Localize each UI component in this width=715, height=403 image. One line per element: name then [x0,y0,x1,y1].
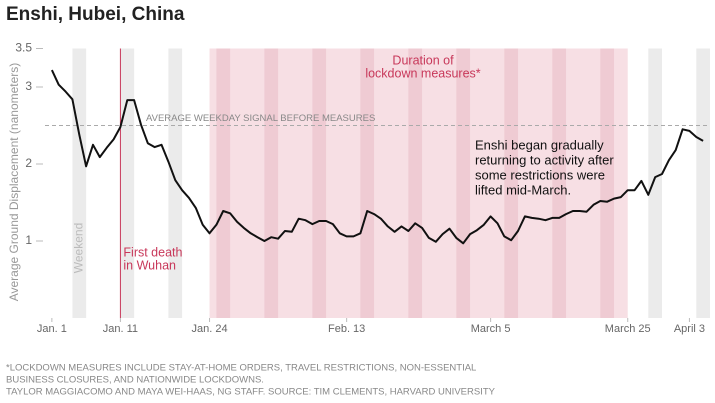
y-tick-label: 1 [25,233,32,247]
lockdown-label: Duration of [392,53,454,67]
weekend-label: Weekend [71,223,85,273]
footnote: TAYLOR MAGGIACOMO AND MAYA WEI-HAAS, NG … [6,387,496,398]
footnote: BUSINESS CLOSURES, AND NATIONWIDE LOCKDO… [6,375,264,386]
weekend-band [264,48,279,318]
weekend-band [504,48,519,318]
annotation: lifted mid-March. [475,182,571,197]
weekend-band [72,48,87,318]
weekend-band [168,48,183,318]
footnote: *LOCKDOWN MEASURES INCLUDE STAY-AT-HOME … [6,363,476,374]
x-tick-label: Jan. 11 [103,323,138,335]
weekend-band [648,48,663,318]
x-tick-label: Jan. 1 [37,323,67,335]
weekend-band [456,48,471,318]
y-tick-label: 3.5 [15,41,32,55]
weekend-band [120,48,135,318]
weekend-band [360,48,375,318]
weekend-band [312,48,327,318]
annotation: Enshi began gradually [475,137,604,152]
event-label: in Wuhan [123,258,176,272]
y-tick-label: 2 [25,156,32,170]
weekend-band [408,48,423,318]
x-tick-label: March 5 [471,323,511,335]
annotation: returning to activity after [475,152,614,167]
weekend-band [600,48,615,318]
y-tick-label: 3 [25,79,32,93]
chart-title: Enshi, Hubei, China [6,4,185,25]
x-tick-label: April 3 [674,323,705,335]
weekend-band [552,48,567,318]
annotation: some restrictions were [475,167,605,182]
x-tick-label: Jan. 24 [191,323,227,335]
lockdown-label: lockdown measures* [365,66,480,80]
event-label: First death [123,245,182,259]
weekend-band [216,48,231,318]
weekend-band [696,48,710,318]
x-tick-label: Feb. 13 [328,323,365,335]
y-axis-label: Average Ground Displacement (nanometers) [7,63,21,302]
x-tick-label: March 25 [605,323,651,335]
reference-label: AVERAGE WEEKDAY SIGNAL BEFORE MEASURES [146,113,375,124]
data-line [50,69,704,245]
